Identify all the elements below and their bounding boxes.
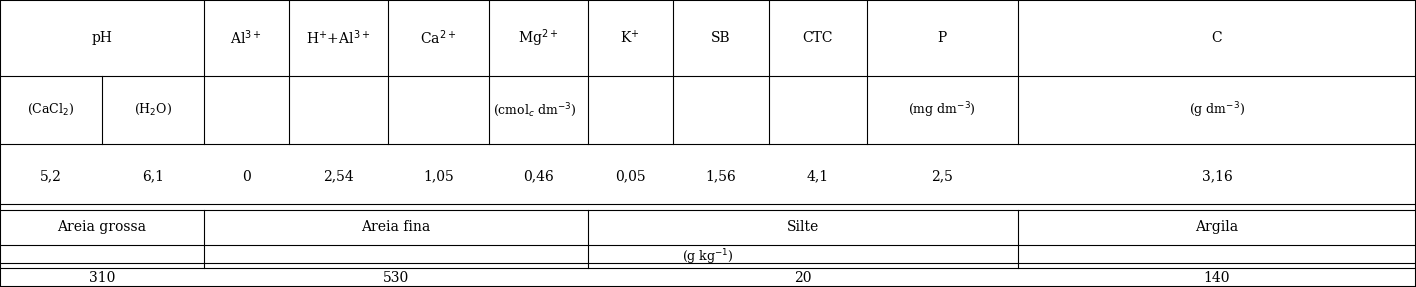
Text: 5,2: 5,2	[40, 170, 62, 183]
Text: Mg$^{2+}$: Mg$^{2+}$	[518, 27, 558, 49]
Text: (H$_2$O): (H$_2$O)	[135, 102, 171, 117]
Text: Areia fina: Areia fina	[361, 220, 430, 234]
Text: 2,5: 2,5	[932, 170, 953, 183]
Text: K$^{+}$: K$^{+}$	[620, 29, 640, 47]
Text: SB: SB	[711, 31, 731, 45]
Text: 140: 140	[1204, 271, 1231, 285]
Text: 0,46: 0,46	[523, 170, 554, 183]
Text: 4,1: 4,1	[807, 170, 828, 183]
Text: 0: 0	[242, 170, 251, 183]
Text: Ca$^{2+}$: Ca$^{2+}$	[421, 29, 456, 47]
Text: P: P	[937, 31, 947, 45]
Text: H$^{+}$+Al$^{3+}$: H$^{+}$+Al$^{3+}$	[306, 29, 371, 47]
Text: Al$^{3+}$: Al$^{3+}$	[231, 29, 262, 47]
Text: (cmol$_c$ dm$^{-3}$): (cmol$_c$ dm$^{-3}$)	[493, 101, 578, 119]
Text: 530: 530	[382, 271, 409, 285]
Text: (g dm$^{-3}$): (g dm$^{-3}$)	[1189, 100, 1245, 120]
Text: (mg dm$^{-3}$): (mg dm$^{-3}$)	[909, 100, 976, 120]
Text: (g kg$^{-1}$): (g kg$^{-1}$)	[683, 247, 733, 267]
Text: CTC: CTC	[803, 31, 833, 45]
Text: 1,05: 1,05	[423, 170, 453, 183]
Text: Silte: Silte	[787, 220, 818, 234]
Text: Argila: Argila	[1195, 220, 1239, 234]
Text: 1,56: 1,56	[705, 170, 736, 183]
Text: 310: 310	[89, 271, 115, 285]
Text: 2,54: 2,54	[323, 170, 354, 183]
Text: pH: pH	[92, 31, 112, 45]
Text: 6,1: 6,1	[142, 170, 164, 183]
Text: 20: 20	[794, 271, 811, 285]
Text: 3,16: 3,16	[1202, 170, 1232, 183]
Text: 0,05: 0,05	[615, 170, 646, 183]
Text: C: C	[1212, 31, 1222, 45]
Text: Areia grossa: Areia grossa	[58, 220, 146, 234]
Text: (CaCl$_2$): (CaCl$_2$)	[27, 102, 75, 117]
